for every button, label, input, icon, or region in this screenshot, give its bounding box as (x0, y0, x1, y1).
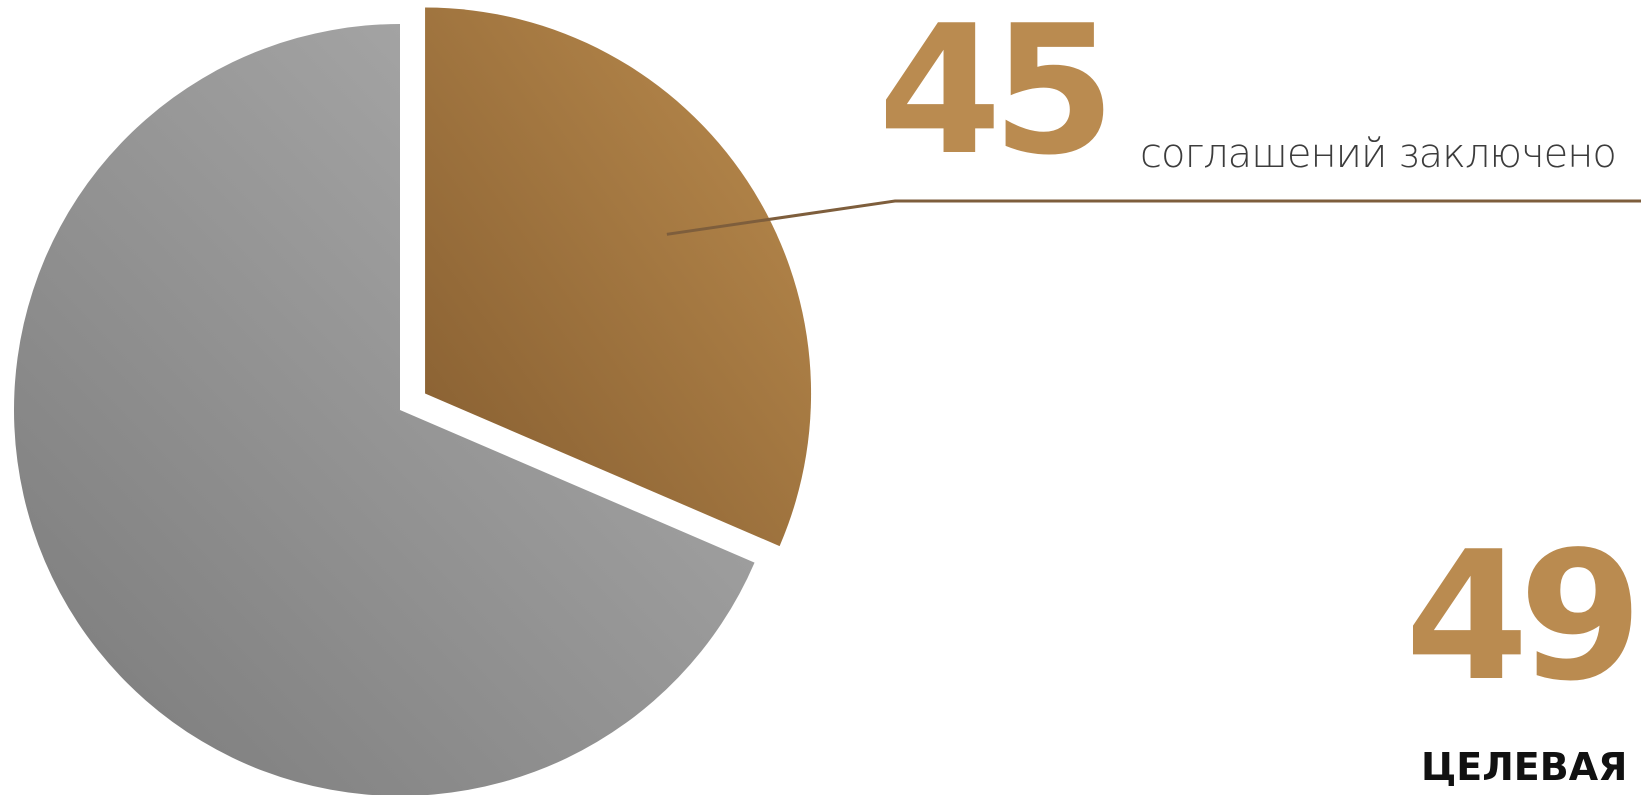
pie-slice-agreements (425, 7, 812, 547)
pie-slices (14, 7, 812, 795)
agreements-count: 45 (878, 0, 1116, 194)
target-count: 49 (1405, 513, 1641, 720)
target-label: ЦЕЛЕВАЯ П (1421, 745, 1641, 789)
agreements-caption: соглашений заключено (1140, 131, 1617, 177)
leader-line (666, 199, 1641, 236)
pie-slice-remaining (14, 24, 755, 795)
